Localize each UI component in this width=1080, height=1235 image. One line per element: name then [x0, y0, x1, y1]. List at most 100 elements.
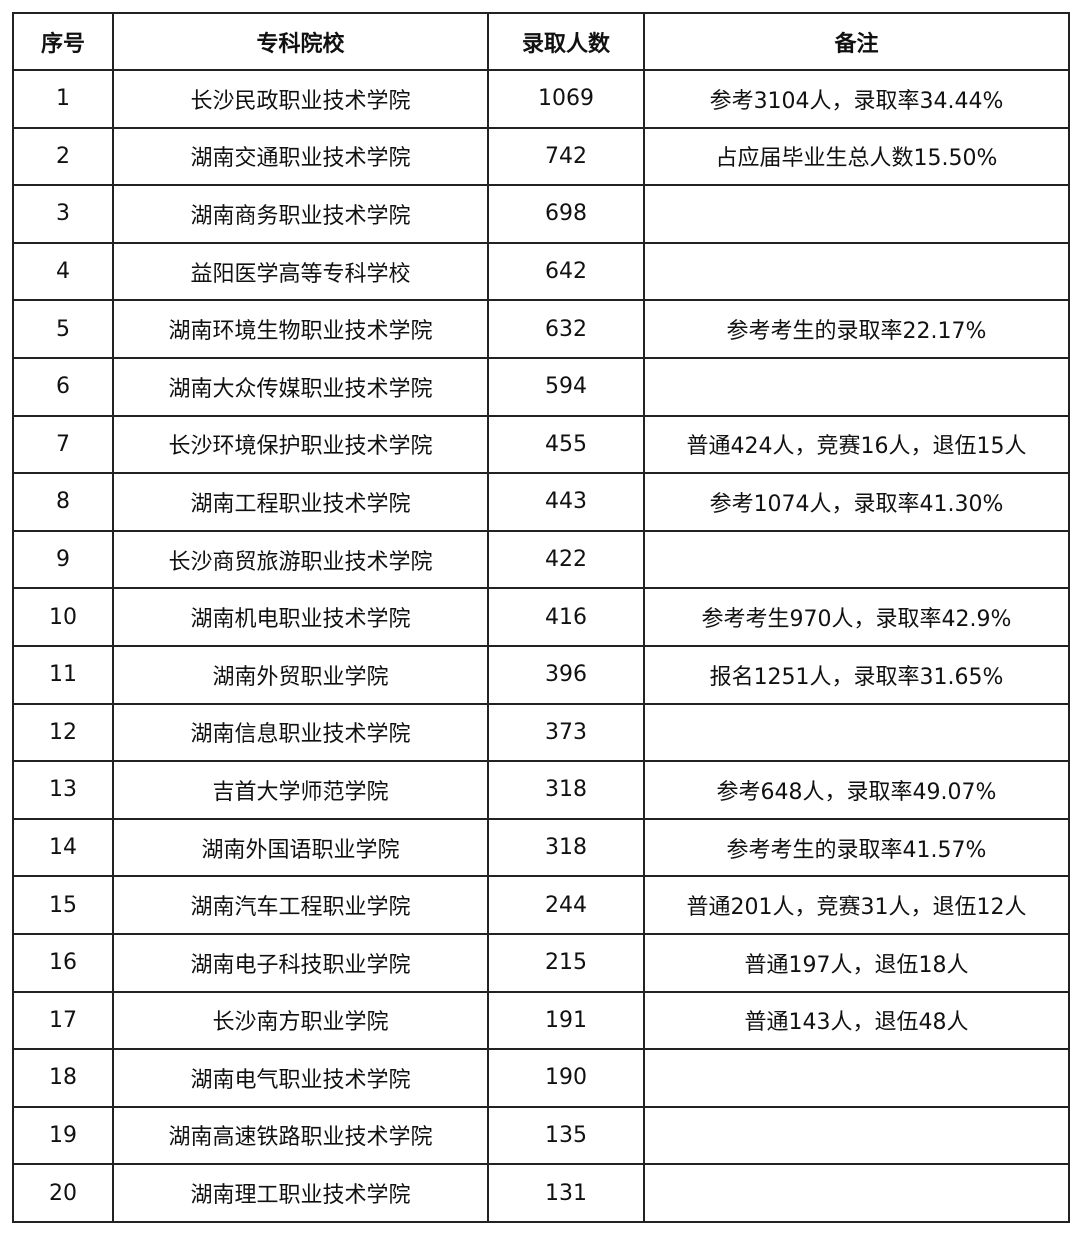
cell-admitted: 318 [487, 760, 645, 820]
cell-index: 3 [12, 184, 114, 244]
table-row: 6 湖南大众传媒职业技术学院 594 [12, 356, 1070, 417]
cell-notes: 普通143人，退伍48人 [643, 990, 1070, 1051]
table-row: 9 长沙商贸旅游职业技术学院 422 [12, 529, 1070, 590]
cell-notes [643, 1163, 1070, 1223]
cell-school: 湖南理工职业技术学院 [112, 1163, 489, 1223]
table-row: 11 湖南外贸职业学院 396 报名1251人，录取率31.65% [12, 644, 1070, 705]
header-row: 序号 专科院校 录取人数 备注 [12, 12, 1070, 71]
table-row: 20 湖南理工职业技术学院 131 [12, 1163, 1070, 1223]
table-row: 1 长沙民政职业技术学院 1069 参考3104人，录取率34.44% [12, 69, 1070, 129]
cell-index: 19 [12, 1105, 114, 1166]
cell-notes: 参考648人，录取率49.07% [643, 760, 1070, 820]
cell-school: 长沙环境保护职业技术学院 [112, 414, 489, 475]
cell-index: 15 [12, 875, 114, 935]
cell-school: 长沙南方职业学院 [112, 990, 489, 1051]
cell-notes: 普通201人，竞赛31人，退伍12人 [643, 875, 1070, 935]
cell-admitted: 373 [487, 702, 645, 763]
cell-notes: 普通424人，竞赛16人，退伍15人 [643, 414, 1070, 475]
cell-index: 13 [12, 760, 114, 820]
cell-school: 湖南环境生物职业技术学院 [112, 299, 489, 359]
cell-notes: 占应届毕业生总人数15.50% [643, 126, 1070, 187]
table-row: 4 益阳医学高等专科学校 642 [12, 241, 1070, 302]
cell-admitted: 244 [487, 875, 645, 935]
cell-admitted: 135 [487, 1105, 645, 1166]
cell-school: 湖南机电职业技术学院 [112, 587, 489, 647]
cell-admitted: 443 [487, 472, 645, 532]
table-row: 2 湖南交通职业技术学院 742 占应届毕业生总人数15.50% [12, 126, 1070, 187]
cell-admitted: 396 [487, 644, 645, 705]
cell-notes [643, 356, 1070, 417]
table-row: 17 长沙南方职业学院 191 普通143人，退伍48人 [12, 990, 1070, 1051]
cell-admitted: 1069 [487, 69, 645, 129]
cell-notes: 参考考生970人，录取率42.9% [643, 587, 1070, 647]
cell-notes [643, 1048, 1070, 1108]
cell-school: 益阳医学高等专科学校 [112, 241, 489, 302]
cell-school: 湖南汽车工程职业学院 [112, 875, 489, 935]
cell-index: 4 [12, 241, 114, 302]
table-row: 7 长沙环境保护职业技术学院 455 普通424人，竞赛16人，退伍15人 [12, 414, 1070, 475]
table-row: 16 湖南电子科技职业学院 215 普通197人，退伍18人 [12, 932, 1070, 993]
cell-notes [643, 184, 1070, 244]
table-row: 18 湖南电气职业技术学院 190 [12, 1048, 1070, 1108]
cell-index: 5 [12, 299, 114, 359]
cell-admitted: 698 [487, 184, 645, 244]
cell-admitted: 594 [487, 356, 645, 417]
cell-index: 18 [12, 1048, 114, 1108]
cell-admitted: 422 [487, 529, 645, 590]
cell-school: 长沙民政职业技术学院 [112, 69, 489, 129]
cell-index: 11 [12, 644, 114, 705]
cell-school: 吉首大学师范学院 [112, 760, 489, 820]
cell-admitted: 190 [487, 1048, 645, 1108]
cell-notes: 参考3104人，录取率34.44% [643, 69, 1070, 129]
header-index: 序号 [12, 12, 114, 71]
cell-index: 10 [12, 587, 114, 647]
cell-admitted: 215 [487, 932, 645, 993]
cell-notes [643, 241, 1070, 302]
cell-admitted: 642 [487, 241, 645, 302]
cell-school: 湖南电气职业技术学院 [112, 1048, 489, 1108]
table-row: 15 湖南汽车工程职业学院 244 普通201人，竞赛31人，退伍12人 [12, 875, 1070, 935]
cell-notes [643, 702, 1070, 763]
table-row: 5 湖南环境生物职业技术学院 632 参考考生的录取率22.17% [12, 299, 1070, 359]
cell-index: 2 [12, 126, 114, 187]
cell-school: 湖南工程职业技术学院 [112, 472, 489, 532]
cell-index: 12 [12, 702, 114, 763]
table-row: 10 湖南机电职业技术学院 416 参考考生970人，录取率42.9% [12, 587, 1070, 647]
cell-school: 湖南高速铁路职业技术学院 [112, 1105, 489, 1166]
cell-notes: 参考考生的录取率41.57% [643, 817, 1070, 878]
cell-index: 8 [12, 472, 114, 532]
cell-notes: 报名1251人，录取率31.65% [643, 644, 1070, 705]
cell-admitted: 131 [487, 1163, 645, 1223]
cell-notes: 参考考生的录取率22.17% [643, 299, 1070, 359]
cell-index: 17 [12, 990, 114, 1051]
table-row: 14 湖南外国语职业学院 318 参考考生的录取率41.57% [12, 817, 1070, 878]
cell-admitted: 416 [487, 587, 645, 647]
cell-index: 1 [12, 69, 114, 129]
cell-admitted: 191 [487, 990, 645, 1051]
cell-school: 湖南大众传媒职业技术学院 [112, 356, 489, 417]
cell-notes [643, 1105, 1070, 1166]
cell-school: 湖南商务职业技术学院 [112, 184, 489, 244]
cell-index: 20 [12, 1163, 114, 1223]
cell-notes: 普通197人，退伍18人 [643, 932, 1070, 993]
cell-index: 14 [12, 817, 114, 878]
cell-notes: 参考1074人，录取率41.30% [643, 472, 1070, 532]
admissions-table: 序号 专科院校 录取人数 备注 1 长沙民政职业技术学院 1069 参考3104人，录… [12, 12, 1070, 1223]
table-row: 13 吉首大学师范学院 318 参考648人，录取率49.07% [12, 760, 1070, 820]
cell-admitted: 318 [487, 817, 645, 878]
table-row: 19 湖南高速铁路职业技术学院 135 [12, 1105, 1070, 1166]
cell-index: 9 [12, 529, 114, 590]
header-notes: 备注 [643, 12, 1070, 71]
header-school: 专科院校 [112, 12, 489, 71]
table-row: 3 湖南商务职业技术学院 698 [12, 184, 1070, 244]
cell-school: 湖南外贸职业学院 [112, 644, 489, 705]
cell-school: 湖南外国语职业学院 [112, 817, 489, 878]
cell-school: 湖南交通职业技术学院 [112, 126, 489, 187]
cell-school: 湖南信息职业技术学院 [112, 702, 489, 763]
cell-index: 7 [12, 414, 114, 475]
table-row: 8 湖南工程职业技术学院 443 参考1074人，录取率41.30% [12, 472, 1070, 532]
cell-admitted: 455 [487, 414, 645, 475]
cell-index: 16 [12, 932, 114, 993]
cell-admitted: 632 [487, 299, 645, 359]
cell-index: 6 [12, 356, 114, 417]
